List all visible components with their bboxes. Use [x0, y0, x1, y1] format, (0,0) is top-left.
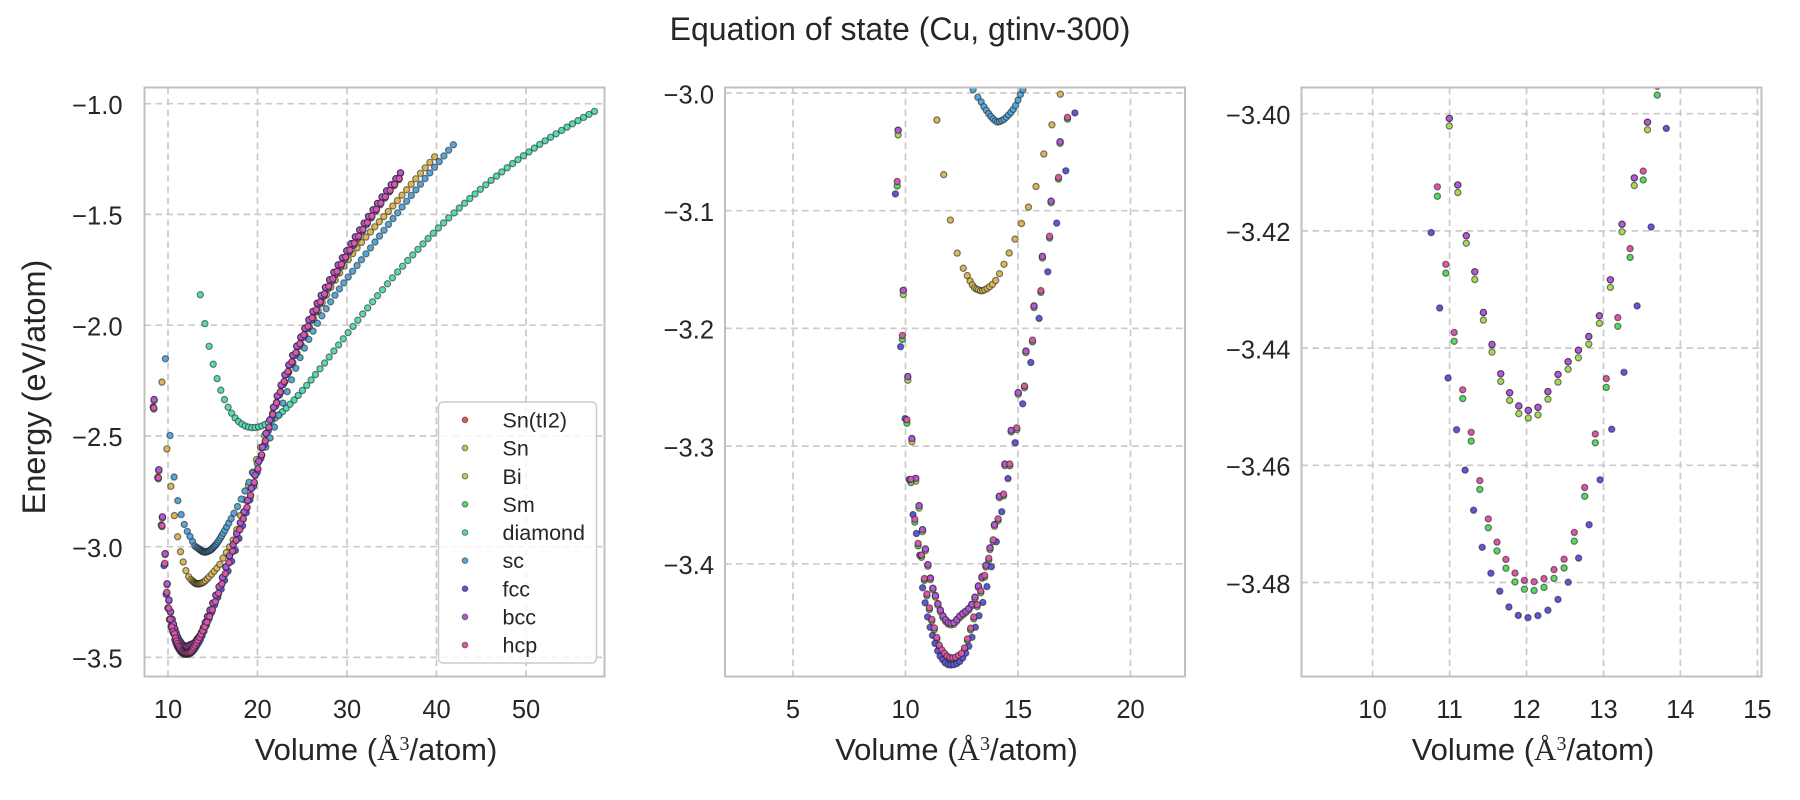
svg-text:50: 50 [512, 696, 540, 724]
svg-text:Sm: Sm [503, 493, 535, 517]
svg-text:−3.40: −3.40 [1226, 102, 1291, 130]
svg-text:−2.0: −2.0 [72, 314, 122, 342]
svg-text:−3.48: −3.48 [1226, 571, 1291, 599]
svg-text:−3.5: −3.5 [72, 646, 122, 674]
svg-text:Equation of state (Cu, gtinv-3: Equation of state (Cu, gtinv-300) [670, 11, 1131, 47]
svg-text:Volume (Å3/atom): Volume (Å3/atom) [255, 732, 498, 767]
svg-text:Volume (Å3/atom): Volume (Å3/atom) [1412, 732, 1655, 767]
svg-text:−3.42: −3.42 [1226, 219, 1291, 247]
svg-text:bcc: bcc [503, 606, 537, 630]
svg-text:Bi: Bi [503, 465, 522, 489]
svg-text:11: 11 [1436, 696, 1462, 724]
svg-text:Sn: Sn [503, 437, 529, 461]
svg-text:−1.0: −1.0 [72, 92, 122, 120]
svg-text:−3.44: −3.44 [1226, 336, 1291, 364]
svg-text:10: 10 [1358, 696, 1386, 724]
svg-text:fcc: fcc [503, 577, 531, 601]
svg-text:−3.3: −3.3 [664, 434, 714, 462]
svg-text:−2.5: −2.5 [72, 424, 122, 452]
svg-text:−3.0: −3.0 [72, 535, 122, 563]
svg-text:sc: sc [503, 549, 525, 573]
svg-text:−3.2: −3.2 [664, 317, 714, 345]
svg-text:15: 15 [1004, 696, 1032, 724]
svg-text:14: 14 [1666, 696, 1694, 724]
svg-text:−3.1: −3.1 [664, 199, 714, 227]
svg-text:−1.5: −1.5 [72, 203, 122, 231]
svg-text:10: 10 [891, 696, 919, 724]
svg-text:Sn(tI2): Sn(tI2) [503, 409, 568, 433]
svg-text:−3.46: −3.46 [1226, 454, 1291, 482]
svg-text:−3.4: −3.4 [664, 552, 714, 580]
svg-text:12: 12 [1512, 696, 1540, 724]
svg-text:40: 40 [422, 696, 450, 724]
svg-text:15: 15 [1743, 696, 1771, 724]
svg-text:10: 10 [154, 696, 182, 724]
svg-text:Energy (eV/atom): Energy (eV/atom) [16, 260, 52, 515]
svg-text:Volume (Å3/atom): Volume (Å3/atom) [835, 732, 1078, 767]
svg-text:hcp: hcp [503, 634, 538, 658]
svg-text:−3.0: −3.0 [664, 81, 714, 109]
svg-text:20: 20 [1116, 696, 1144, 724]
svg-text:20: 20 [243, 696, 271, 724]
svg-text:diamond: diamond [503, 521, 585, 545]
svg-text:13: 13 [1589, 696, 1617, 724]
svg-text:30: 30 [333, 696, 361, 724]
svg-text:5: 5 [786, 696, 800, 724]
